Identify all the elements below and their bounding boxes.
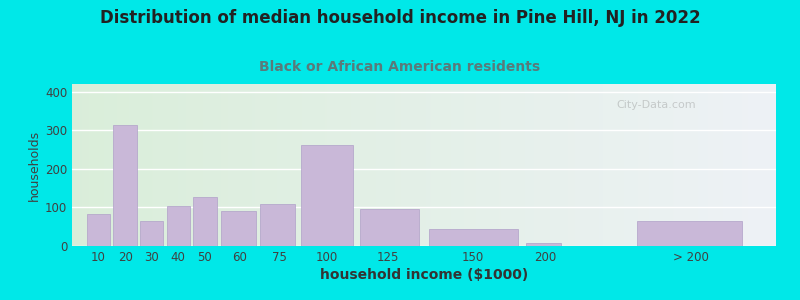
Bar bbox=[429, 229, 518, 246]
Bar bbox=[302, 145, 353, 246]
Y-axis label: households: households bbox=[28, 129, 41, 201]
Text: Distribution of median household income in Pine Hill, NJ in 2022: Distribution of median household income … bbox=[100, 9, 700, 27]
Bar bbox=[166, 206, 190, 246]
Bar bbox=[221, 211, 255, 246]
Bar bbox=[193, 196, 217, 246]
Bar bbox=[526, 243, 561, 246]
X-axis label: household income ($1000): household income ($1000) bbox=[320, 268, 528, 282]
Text: City-Data.com: City-Data.com bbox=[617, 100, 696, 110]
Bar bbox=[260, 204, 295, 246]
Text: Black or African American residents: Black or African American residents bbox=[259, 60, 541, 74]
Bar bbox=[114, 124, 137, 246]
Bar bbox=[637, 221, 742, 246]
Bar bbox=[87, 214, 110, 246]
Bar bbox=[140, 221, 163, 246]
Bar bbox=[360, 209, 418, 246]
